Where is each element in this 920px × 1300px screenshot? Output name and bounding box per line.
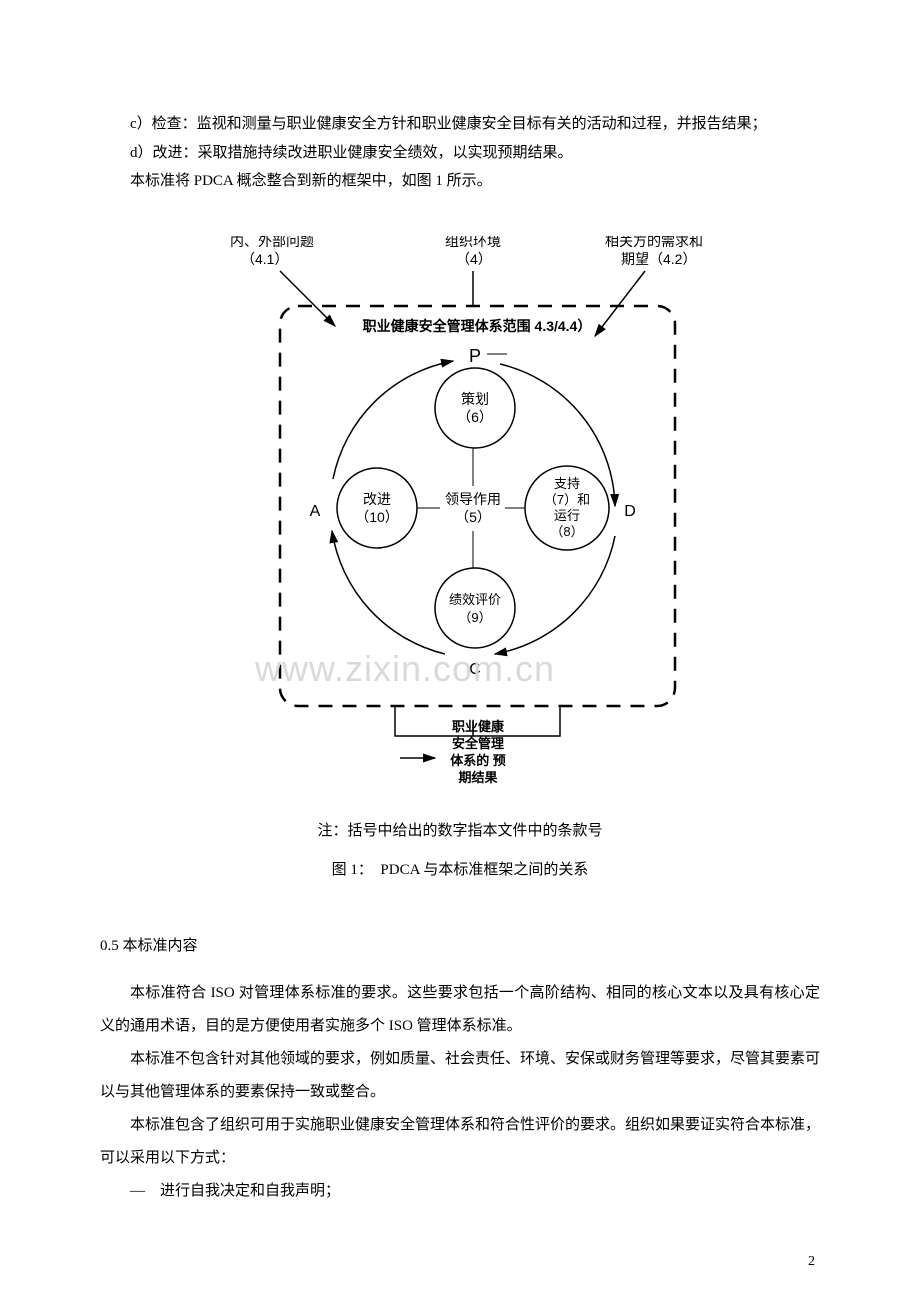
letter-a: A: [310, 503, 321, 520]
arc-a-to-p: [333, 361, 453, 479]
node-act-label-2: （10）: [355, 509, 399, 525]
node-act-label-1: 改进: [363, 491, 391, 507]
node-do-label-2: （7）和: [544, 492, 590, 507]
output-label-1: 职业健康: [452, 719, 505, 734]
label-internal-external-2: （4.1）: [241, 251, 288, 267]
node-plan-label-1: 策划: [461, 391, 489, 407]
letter-d: D: [624, 503, 636, 520]
figure-note: 注：括号中给出的数字指本文件中的条款号: [100, 819, 820, 840]
label-stakeholders: 相关方的需求和: [605, 236, 703, 249]
output-label-2: 安全管理: [452, 736, 504, 751]
node-lead-label-2: （5）: [455, 509, 491, 525]
node-plan-label-2: （6）: [457, 409, 493, 425]
arrow-left-in: [280, 271, 335, 326]
label-context: 组织环境: [445, 236, 501, 249]
paragraph-c: c）检查：监视和测量与职业健康安全方针和职业健康安全目标有关的活动和过程，并报告…: [100, 110, 820, 139]
node-check: [435, 568, 515, 648]
node-do-label-1: 支持: [554, 476, 580, 491]
watermark: www.zixin.com.cn: [255, 648, 555, 690]
node-check-label-2: （9）: [458, 610, 491, 625]
label-internal-external: 内、外部问题: [230, 236, 314, 249]
node-check-label-1: 绩效评价: [449, 592, 501, 607]
node-lead-label-1: 领导作用: [445, 491, 501, 507]
node-plan: [435, 368, 515, 448]
section-0-5-heading: 0.5 本标准内容: [100, 934, 820, 955]
scope-label: 职业健康安全管理体系范围 4.3/4.4）: [363, 318, 592, 334]
p-05-3: 本标准包含了组织可用于实施职业健康安全管理体系和符合性评价的要求。组织如果要证实…: [100, 1109, 820, 1175]
pdca-diagram: 内、外部问题 （4.1） 组织环境 （4） 相关方的需求和 期望（4.2） 职业…: [195, 236, 725, 801]
label-context-2: （4）: [456, 251, 492, 267]
letter-p: P: [469, 346, 481, 366]
node-do-label-4: （8）: [550, 524, 583, 539]
p-05-4: — 进行自我决定和自我声明；: [100, 1175, 820, 1208]
p-05-2: 本标准不包含针对其他领域的要求，例如质量、社会责任、环境、安保或财务管理等要求，…: [100, 1043, 820, 1109]
paragraph-d: d）改进：采取措施持续改进职业健康安全绩效，以实现预期结果。: [100, 139, 820, 168]
page-number: 2: [808, 1254, 815, 1270]
paragraph-e: 本标准将 PDCA 概念整合到新的框架中，如图 1 所示。: [100, 167, 820, 196]
arrow-right-in: [595, 271, 645, 336]
figure-title: 图 1： PDCA 与本标准框架之间的关系: [100, 858, 820, 879]
p-05-1: 本标准符合 ISO 对管理体系标准的要求。这些要求包括一个高阶结构、相同的核心文…: [100, 977, 820, 1043]
output-label-4: 期结果: [458, 770, 497, 785]
output-label-3: 体系的 预: [450, 753, 506, 768]
label-stakeholders-2: 期望（4.2）: [621, 251, 696, 267]
node-act: [337, 468, 417, 548]
node-do-label-3: 运行: [554, 508, 580, 523]
page: c）检查：监视和测量与职业健康安全方针和职业健康安全目标有关的活动和过程，并报告…: [0, 0, 920, 1300]
arc-c-to-a: [332, 531, 445, 654]
pdca-svg: 内、外部问题 （4.1） 组织环境 （4） 相关方的需求和 期望（4.2） 职业…: [195, 236, 725, 796]
